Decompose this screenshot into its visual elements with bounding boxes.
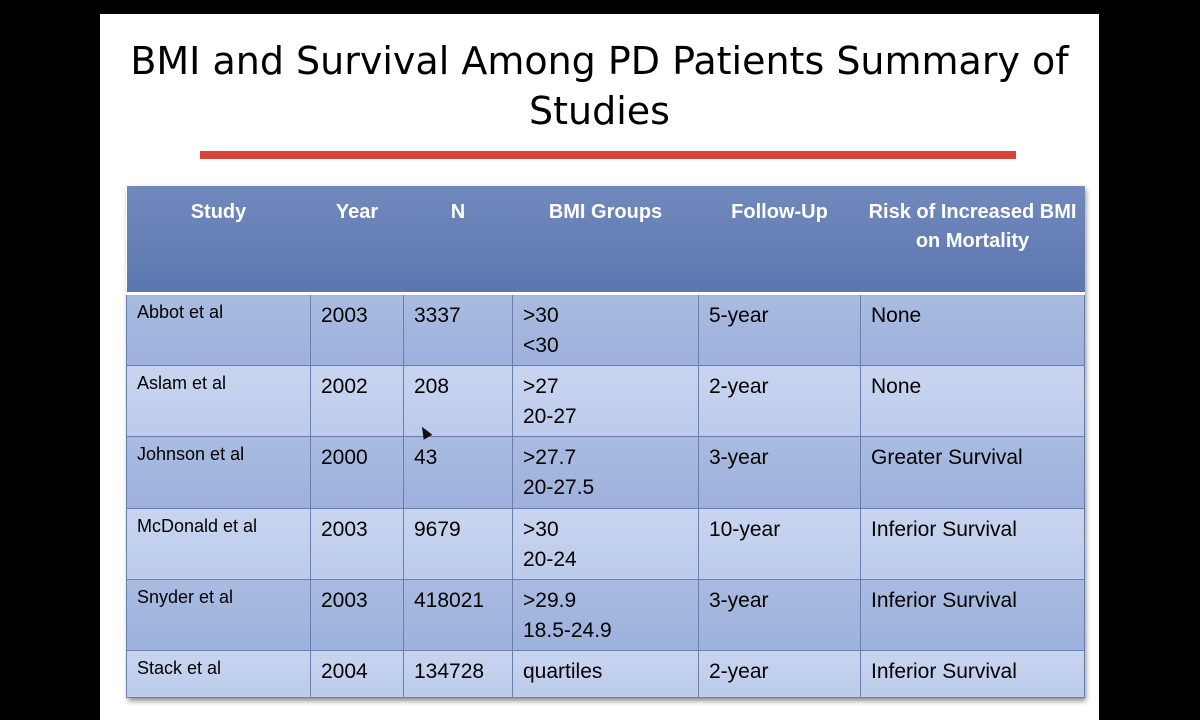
- bmi-group-high: >30: [523, 304, 559, 327]
- n-cell: 208: [403, 365, 513, 438]
- study-cell: Stack et al: [126, 649, 311, 699]
- table-row: McDonald et al 2003 9679 >30 20-24 10-yea…: [126, 507, 1085, 580]
- follow-up-cell: 10-year: [698, 507, 861, 580]
- n-cell: 134728: [403, 649, 513, 699]
- bmi-group-high: >30: [523, 517, 559, 541]
- follow-up-cell: 3-year: [698, 578, 861, 651]
- year-cell: 2002: [310, 365, 404, 438]
- header-bmi-groups: BMI Groups: [512, 186, 699, 295]
- year-cell: 2003: [310, 578, 404, 651]
- study-cell: McDonald et al: [126, 507, 311, 580]
- bmi-group-low: 20-24: [523, 547, 577, 571]
- n-cell: 9679: [403, 507, 513, 580]
- header-follow-up: Follow-Up: [698, 186, 861, 295]
- table-header-row: Study Year N BMI Groups Follow-Up Risk o…: [126, 186, 1085, 295]
- slide-title: BMI and Survival Among PD Patients Summa…: [130, 39, 1069, 133]
- bmi-groups-cell: >27 20-27: [512, 365, 699, 438]
- study-cell: Aslam et al: [126, 365, 311, 438]
- n-cell: 3337: [403, 292, 513, 367]
- header-year: Year: [310, 186, 404, 295]
- risk-cell: Inferior Survival: [860, 578, 1085, 651]
- table-row: Abbot et al 2003 3337 >30 <30 5-year None: [126, 292, 1085, 367]
- table-row: Stack et al 2004 134728 quartiles 2-year…: [126, 649, 1085, 699]
- table-row: Snyder et al 2003 418021 >29.9 18.5-24.9 …: [126, 578, 1085, 651]
- bmi-group-high: >29.9: [523, 588, 577, 612]
- table-row: Aslam et al 2002 208 >27 20-27 2-year Non…: [126, 365, 1085, 438]
- year-cell: 2003: [310, 507, 404, 580]
- bmi-group-low: 20-27: [523, 405, 577, 429]
- studies-table-container: Study Year N BMI Groups Follow-Up Risk o…: [126, 186, 1085, 699]
- year-cell: 2004: [310, 649, 404, 699]
- title-underline: [200, 151, 1016, 159]
- n-cell: 43: [403, 436, 513, 509]
- risk-cell: Greater Survival: [860, 436, 1085, 509]
- follow-up-cell: 3-year: [698, 436, 861, 509]
- follow-up-cell: 5-year: [698, 292, 861, 367]
- follow-up-cell: 2-year: [698, 365, 861, 438]
- bmi-group-low: 18.5-24.9: [523, 618, 612, 642]
- bmi-group-low: 20-27.5: [523, 476, 595, 500]
- header-risk: Risk of Increased BMI on Mortality: [860, 186, 1085, 295]
- slide: BMI and Survival Among PD Patients Summa…: [100, 14, 1099, 720]
- n-cell: 418021: [403, 578, 513, 651]
- bmi-group-low: <30: [523, 334, 559, 357]
- risk-cell: Inferior Survival: [860, 507, 1085, 580]
- header-study: Study: [126, 186, 311, 295]
- bmi-groups-cell: >27.7 20-27.5: [512, 436, 699, 509]
- bmi-groups-cell: >30 20-24: [512, 507, 699, 580]
- study-cell: Johnson et al: [126, 436, 311, 509]
- bmi-group-high: quartiles: [523, 659, 603, 683]
- table-row: Johnson et al 2000 43 >27.7 20-27.5 3-yea…: [126, 436, 1085, 509]
- bmi-groups-cell: quartiles: [512, 649, 699, 699]
- study-cell: Snyder et al: [126, 578, 311, 651]
- risk-cell: None: [860, 365, 1085, 438]
- header-n: N: [403, 186, 513, 295]
- studies-table: Study Year N BMI Groups Follow-Up Risk o…: [126, 186, 1085, 699]
- bmi-groups-cell: >30 <30: [512, 292, 699, 367]
- year-cell: 2003: [310, 292, 404, 367]
- risk-cell: None: [860, 292, 1085, 367]
- risk-cell: Inferior Survival: [860, 649, 1085, 699]
- year-cell: 2000: [310, 436, 404, 509]
- bmi-groups-cell: >29.9 18.5-24.9: [512, 578, 699, 651]
- bmi-group-high: >27: [523, 375, 559, 399]
- follow-up-cell: 2-year: [698, 649, 861, 699]
- study-cell: Abbot et al: [126, 292, 311, 367]
- bmi-group-high: >27.7: [523, 446, 577, 470]
